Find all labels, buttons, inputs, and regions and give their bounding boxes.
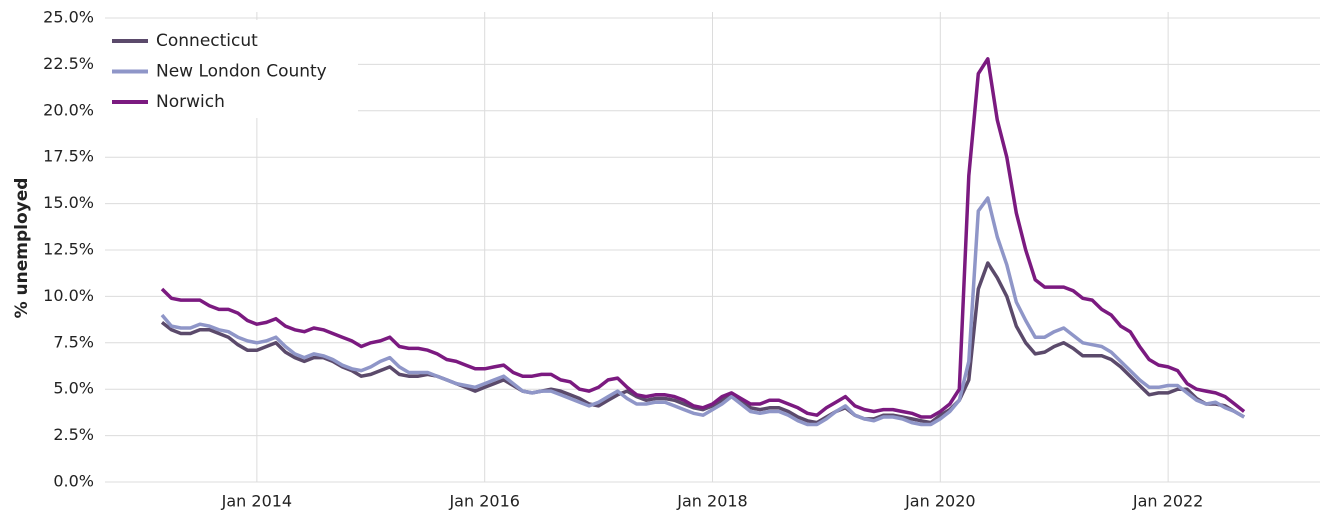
series-line (160, 57, 1246, 419)
y-tick-label: 25.0% (43, 8, 94, 27)
legend-label: New London County (156, 62, 327, 82)
y-tick-label: 17.5% (43, 147, 94, 166)
x-tick-label: Jan 2014 (221, 492, 292, 511)
x-tick-label: Jan 2016 (448, 492, 519, 511)
legend: Connecticut New London County Norwich (100, 20, 358, 118)
plot-area (160, 57, 1246, 427)
grid: 0.0% 2.5% 5.0% 7.5% 10.0% 12.5% 15.0% 17.5% 20.0… (43, 8, 1320, 511)
y-tick-label: 20.0% (43, 100, 94, 119)
legend-label: Norwich (156, 92, 225, 112)
y-axis-label: % unemployed (12, 178, 32, 319)
y-tick-label: 0.0% (53, 472, 94, 491)
x-tick-label: Jan 2022 (1132, 492, 1203, 511)
y-tick-label: 2.5% (53, 425, 94, 444)
y-tick-label: 12.5% (43, 240, 94, 259)
y-tick-label: 10.0% (43, 286, 94, 305)
x-tick-label: Jan 2020 (904, 492, 975, 511)
y-tick-label: 7.5% (53, 332, 94, 351)
x-tick-label: Jan 2018 (676, 492, 747, 511)
legend-label: Connecticut (156, 31, 258, 51)
series-line (160, 196, 1245, 427)
y-tick-label: 15.0% (43, 193, 94, 212)
y-tick-label: 22.5% (43, 54, 94, 73)
y-tick-label: 5.0% (53, 379, 94, 398)
